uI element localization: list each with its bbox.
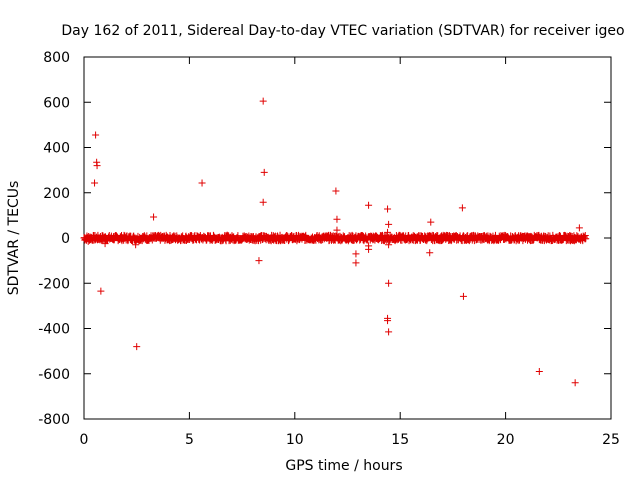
data-point	[333, 226, 341, 234]
data-point	[514, 236, 522, 244]
data-points	[80, 97, 590, 387]
x-tick-label: 15	[391, 432, 409, 448]
x-tick-label: 25	[602, 432, 620, 448]
data-point	[259, 97, 267, 105]
y-tick-label: 0	[61, 231, 70, 247]
axis-tick-labels: 0 5 10 15 20 25 -800 -600 -400 -200 0 200 400 600 800	[38, 50, 620, 448]
axis-ticks	[83, 56, 612, 420]
data-point	[535, 367, 543, 375]
data-point	[255, 257, 263, 265]
data-point	[84, 237, 92, 245]
y-tick-label: -800	[38, 412, 70, 428]
data-point	[384, 317, 392, 325]
data-point	[150, 213, 158, 221]
y-axis-label: SDTVAR / TECUs	[6, 181, 22, 296]
y-tick-label: 200	[43, 186, 70, 202]
data-point	[384, 205, 392, 213]
data-point	[458, 204, 466, 212]
data-point	[556, 232, 564, 240]
data-point	[459, 292, 467, 300]
y-tick-label: 600	[43, 95, 70, 111]
data-point	[91, 179, 99, 187]
y-tick-label: -600	[38, 367, 70, 383]
x-tick-label: 5	[185, 432, 194, 448]
data-point	[385, 241, 393, 249]
data-point	[426, 249, 434, 257]
data-point	[571, 379, 579, 387]
data-point	[365, 201, 373, 209]
data-point	[385, 220, 393, 228]
data-point	[575, 224, 583, 232]
y-tick-label: -400	[38, 322, 70, 338]
data-point	[101, 240, 109, 248]
data-point	[332, 187, 340, 195]
data-point	[93, 162, 101, 170]
data-point	[97, 287, 105, 295]
x-tick-label: 20	[497, 432, 515, 448]
x-tick-label: 10	[286, 432, 304, 448]
data-point	[365, 245, 373, 253]
data-point	[427, 218, 435, 226]
data-point	[92, 131, 100, 139]
data-point	[133, 343, 141, 351]
y-tick-label: 800	[43, 50, 70, 66]
data-point	[385, 279, 393, 287]
data-point	[333, 215, 341, 223]
data-point	[384, 228, 392, 236]
chart-title: Day 162 of 2011, Sidereal Day-to-day VTE…	[61, 23, 624, 39]
data-point	[223, 231, 231, 239]
x-axis-label: GPS time / hours	[285, 458, 402, 474]
data-point	[295, 235, 303, 243]
y-tick-label: 400	[43, 141, 70, 157]
data-point	[385, 328, 393, 336]
data-point	[198, 179, 206, 187]
x-tick-label: 0	[80, 432, 89, 448]
data-point	[352, 259, 360, 267]
data-point	[259, 198, 267, 206]
data-point	[270, 236, 278, 244]
data-point	[352, 250, 360, 258]
data-point	[260, 168, 268, 176]
data-point-band	[582, 235, 590, 243]
data-point	[132, 241, 140, 249]
y-tick-label: -200	[38, 276, 70, 292]
